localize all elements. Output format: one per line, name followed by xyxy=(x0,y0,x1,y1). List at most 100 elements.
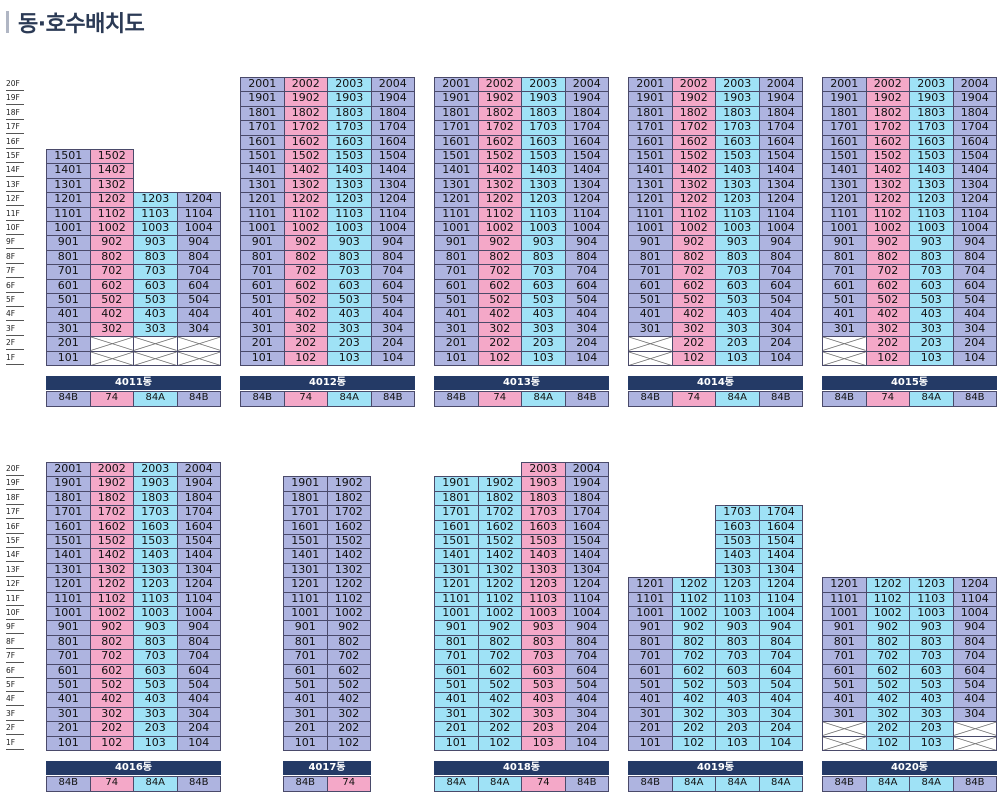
unit-cell[interactable]: 802 xyxy=(865,634,910,651)
unit-cell[interactable]: 1804 xyxy=(564,105,609,122)
unit-cell[interactable]: 903 xyxy=(133,620,178,636)
unit-cell[interactable]: 803 xyxy=(521,249,566,266)
unit-cell[interactable]: 502 xyxy=(477,293,522,309)
unit-cell[interactable]: 1204 xyxy=(952,192,997,208)
unit-cell[interactable]: 1502 xyxy=(865,149,910,165)
unit-cell[interactable]: 1102 xyxy=(89,206,134,222)
unit-cell[interactable]: 1903 xyxy=(521,476,566,492)
unit-cell[interactable]: 703 xyxy=(715,649,760,665)
unit-cell[interactable]: 302 xyxy=(326,706,371,723)
unit-cell[interactable]: 601 xyxy=(283,663,328,679)
unit-cell[interactable]: 601 xyxy=(46,278,91,294)
unit-cell[interactable]: 1804 xyxy=(758,105,803,122)
unit-cell[interactable]: 801 xyxy=(46,249,91,266)
unit-cell[interactable]: 404 xyxy=(758,692,803,708)
unit-cell[interactable]: 802 xyxy=(671,249,716,266)
unit-cell[interactable]: 302 xyxy=(865,706,910,723)
unit-cell[interactable]: 701 xyxy=(628,649,673,665)
unit-cell[interactable]: 701 xyxy=(240,264,285,280)
unit-cell[interactable]: 504 xyxy=(564,678,609,694)
unit-cell[interactable]: 2001 xyxy=(628,77,673,93)
unit-cell[interactable]: 204 xyxy=(176,721,221,737)
unit-cell[interactable]: 703 xyxy=(909,264,954,280)
unit-cell[interactable]: 202 xyxy=(865,336,910,352)
unit-cell[interactable]: 1104 xyxy=(564,206,609,222)
unit-cell[interactable]: 303 xyxy=(715,706,760,723)
unit-cell[interactable]: 1302 xyxy=(89,562,134,579)
unit-cell[interactable]: 704 xyxy=(370,264,415,280)
unit-cell[interactable]: 1002 xyxy=(283,221,328,237)
unit-cell[interactable]: 301 xyxy=(46,321,91,338)
unit-cell[interactable]: 1801 xyxy=(628,105,673,122)
unit-cell[interactable]: 2003 xyxy=(521,77,566,93)
unit-cell[interactable]: 1303 xyxy=(715,177,760,194)
unit-cell[interactable]: 503 xyxy=(909,293,954,309)
unit-cell[interactable]: 902 xyxy=(89,235,134,251)
unit-cell[interactable]: 703 xyxy=(909,649,954,665)
unit-cell[interactable]: 1802 xyxy=(326,490,371,507)
unit-cell[interactable]: 2003 xyxy=(909,77,954,93)
unit-cell[interactable]: 104 xyxy=(176,735,221,751)
unit-cell[interactable]: 403 xyxy=(521,307,566,323)
unit-cell[interactable]: 1902 xyxy=(865,91,910,107)
unit-cell[interactable]: 1202 xyxy=(326,577,371,593)
unit-cell[interactable]: 1802 xyxy=(283,105,328,122)
unit-cell[interactable]: 502 xyxy=(671,293,716,309)
unit-cell[interactable]: 1603 xyxy=(909,134,954,150)
unit-cell[interactable]: 703 xyxy=(715,264,760,280)
unit-cell[interactable]: 1003 xyxy=(521,606,566,622)
unit-cell[interactable]: 1902 xyxy=(477,476,522,492)
unit-cell[interactable]: 301 xyxy=(46,706,91,723)
unit-cell[interactable]: 302 xyxy=(477,321,522,338)
unit-cell[interactable]: 604 xyxy=(952,278,997,294)
unit-cell[interactable]: 403 xyxy=(133,692,178,708)
unit-cell[interactable]: 901 xyxy=(240,235,285,251)
unit-cell[interactable]: 1002 xyxy=(477,221,522,237)
unit-cell[interactable]: 902 xyxy=(671,620,716,636)
unit-cell[interactable]: 1001 xyxy=(283,606,328,622)
unit-cell[interactable]: 404 xyxy=(370,307,415,323)
unit-cell[interactable]: 501 xyxy=(822,293,867,309)
unit-cell[interactable]: 1604 xyxy=(564,134,609,150)
unit-cell[interactable]: 1803 xyxy=(715,105,760,122)
unit-cell[interactable]: 1904 xyxy=(952,91,997,107)
unit-cell[interactable]: 1901 xyxy=(434,476,479,492)
unit-cell[interactable]: 204 xyxy=(952,336,997,352)
unit-cell[interactable]: 1603 xyxy=(521,134,566,150)
unit-cell[interactable]: 1304 xyxy=(564,177,609,194)
unit-cell[interactable]: 404 xyxy=(564,307,609,323)
unit-cell[interactable]: 702 xyxy=(89,649,134,665)
unit-cell[interactable]: 401 xyxy=(822,307,867,323)
unit-cell[interactable]: 401 xyxy=(628,692,673,708)
unit-cell[interactable]: 703 xyxy=(521,649,566,665)
unit-cell[interactable]: 1601 xyxy=(283,519,328,535)
unit-cell[interactable]: 1202 xyxy=(671,192,716,208)
unit-cell[interactable]: 1701 xyxy=(434,505,479,521)
unit-cell[interactable]: 1502 xyxy=(477,534,522,550)
unit-cell[interactable]: 1201 xyxy=(822,577,867,593)
unit-cell[interactable]: 201 xyxy=(283,721,328,737)
unit-cell[interactable]: 803 xyxy=(909,249,954,266)
unit-cell[interactable]: 1303 xyxy=(715,562,760,579)
unit-cell[interactable]: 1504 xyxy=(370,149,415,165)
unit-cell[interactable]: 602 xyxy=(477,663,522,679)
unit-cell[interactable]: 901 xyxy=(628,620,673,636)
unit-cell[interactable]: 202 xyxy=(89,721,134,737)
unit-cell[interactable]: 603 xyxy=(521,663,566,679)
unit-cell[interactable]: 602 xyxy=(865,278,910,294)
unit-cell[interactable]: 1204 xyxy=(370,192,415,208)
unit-cell[interactable]: 1903 xyxy=(715,91,760,107)
unit-cell[interactable]: 701 xyxy=(434,649,479,665)
unit-cell[interactable]: 704 xyxy=(176,264,221,280)
unit-cell[interactable]: 801 xyxy=(628,634,673,651)
unit-cell[interactable]: 1401 xyxy=(283,548,328,564)
unit-cell[interactable]: 1303 xyxy=(521,177,566,194)
unit-cell[interactable]: 503 xyxy=(133,293,178,309)
unit-cell[interactable]: 103 xyxy=(133,735,178,751)
unit-cell[interactable]: 1502 xyxy=(89,149,134,165)
unit-cell[interactable]: 1902 xyxy=(326,476,371,492)
unit-cell[interactable]: 1004 xyxy=(952,221,997,237)
unit-cell[interactable]: 1501 xyxy=(434,534,479,550)
unit-cell[interactable]: 1903 xyxy=(909,91,954,107)
unit-cell[interactable]: 1901 xyxy=(283,476,328,492)
